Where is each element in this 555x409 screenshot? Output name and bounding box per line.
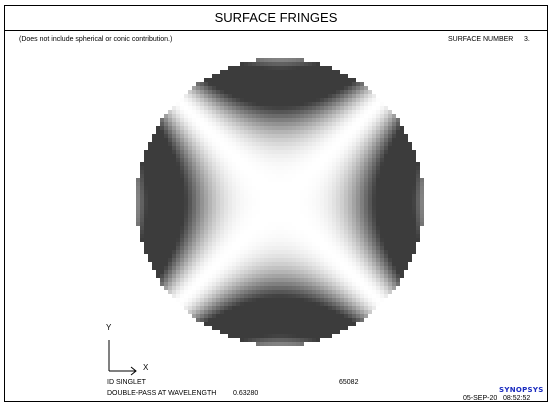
synopsys-logo: SYNOPSYS [499, 386, 544, 394]
y-axis-label: Y [106, 323, 112, 332]
x-arrow-head [130, 366, 137, 376]
fringe-map [136, 58, 424, 346]
note-text: (Does not include spherical or conic con… [19, 36, 173, 43]
wavelength-label: DOUBLE-PASS AT WAVELENGTH [107, 390, 217, 397]
axis-indicator [108, 340, 137, 376]
date-stamp: 05-SEP-20 [463, 395, 498, 402]
x-axis-label: X [143, 363, 149, 372]
lens-name: ID SINGLET [107, 379, 146, 386]
wavelength-value: 0.63280 [233, 390, 259, 397]
title-bar: SURFACE FRINGES [5, 6, 547, 31]
lens-code: 65082 [339, 379, 359, 386]
plot-frame: SURFACE FRINGES (Does not include spheri… [4, 5, 548, 402]
surface-number-label: SURFACE NUMBER [448, 36, 514, 43]
page-title: SURFACE FRINGES [214, 10, 338, 25]
fringe-canvas [136, 58, 424, 346]
surface-number-value: 3. [524, 36, 530, 43]
time-stamp: 08:52:52 [503, 395, 531, 402]
